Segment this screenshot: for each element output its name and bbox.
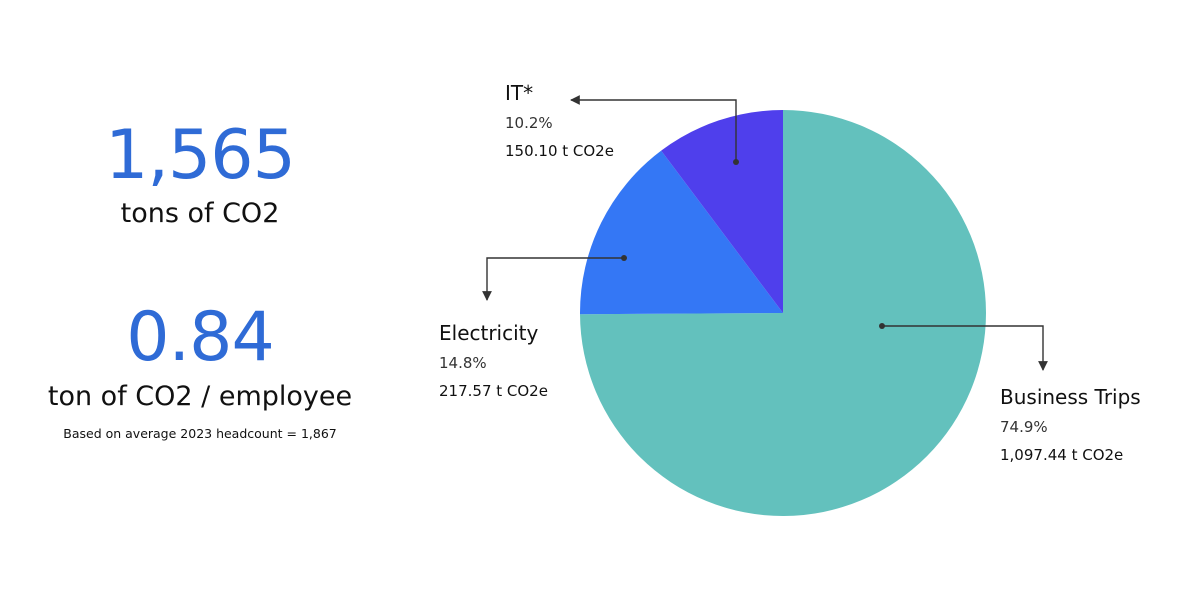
slice-label: Business Trips <box>1000 385 1141 409</box>
slice-percent-label: 74.9% <box>1000 418 1048 436</box>
callout-arrow <box>570 95 737 162</box>
headcount-note: Based on average 2023 headcount = 1,867 <box>63 426 337 441</box>
total-emissions-label: tons of CO2 <box>120 198 280 229</box>
pie-slice-electricity <box>579 150 783 315</box>
slice-percent-label: 10.2% <box>505 114 553 132</box>
slice-label: IT* <box>505 81 533 105</box>
callout-arrow <box>882 325 1048 371</box>
slice-value-label: 150.10 t CO2e <box>505 142 614 160</box>
callout-arrow <box>482 257 624 301</box>
pie-slice-it <box>661 110 783 313</box>
slice-label: Electricity <box>439 321 539 345</box>
slice-value-label: 217.57 t CO2e <box>439 382 548 400</box>
pie-slice-business-trips <box>580 110 986 516</box>
total-emissions-value: 1,565 <box>105 116 296 195</box>
per-employee-label: ton of CO2 / employee <box>47 381 353 412</box>
slice-percent-label: 14.8% <box>439 354 487 372</box>
per-employee-value: 0.84 <box>126 298 274 377</box>
slice-value-label: 1,097.44 t CO2e <box>1000 446 1123 464</box>
